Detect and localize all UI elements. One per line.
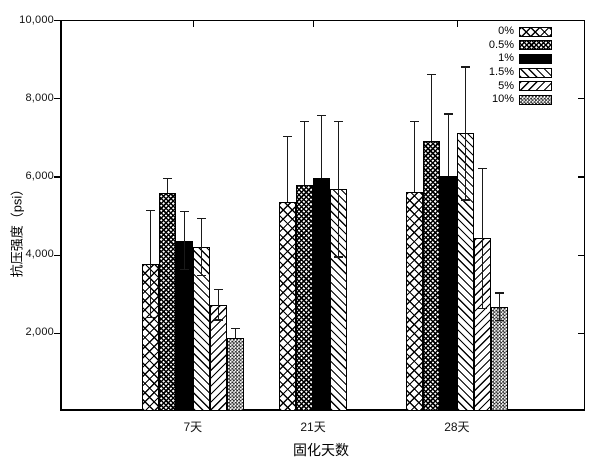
error-bar-cap-top (460, 66, 470, 68)
error-bar-cap-bottom (494, 319, 504, 321)
x-tick-label: 7天 (183, 420, 203, 434)
error-bar-cap-top (179, 210, 189, 213)
error-bar-1.5%-21天 (337, 121, 340, 257)
error-bar-0.5%-7天 (166, 178, 168, 194)
y-tick-mark-right (578, 176, 584, 178)
legend-label: 0% (498, 25, 514, 38)
y-tick-mark-left (54, 20, 60, 22)
x-tick-mark-top (192, 21, 195, 27)
bar-10%-7天 (226, 338, 244, 411)
x-tick-mark-top (313, 21, 315, 27)
error-bar-cap-bottom (334, 256, 344, 258)
legend-label: 5% (498, 79, 514, 92)
error-bar-1.5%-28天 (464, 66, 466, 200)
bar-5%-28天 (473, 238, 491, 411)
legend-item-0%: 0% (498, 25, 552, 39)
y-tick-label: 8,000 (25, 91, 54, 104)
bar-1%-21天 (313, 178, 331, 411)
y-tick-label: 2,000 (25, 326, 54, 339)
x-tick-label: 28天 (444, 420, 470, 434)
y-tick-mark-right (578, 254, 584, 256)
legend-swatch-slash-hatch (519, 81, 552, 92)
error-bar-cap-bottom (213, 319, 223, 321)
error-bar-cap-top (443, 113, 453, 115)
legend-swatch-crosshatch-dense (519, 40, 552, 51)
y-tick-mark-right (578, 20, 584, 22)
y-tick-mark-left (54, 98, 60, 100)
error-bar-cap-top (409, 121, 419, 123)
error-bar-cap-bottom (179, 268, 189, 271)
legend-label: 1% (498, 52, 514, 65)
error-bar-cap-top (426, 74, 436, 76)
error-bar-cap-top (317, 115, 327, 117)
y-tick-mark-right (578, 98, 584, 100)
error-bar-10%-28天 (498, 292, 500, 321)
error-bar-10%-7天 (234, 328, 236, 339)
error-bar-5%-7天 (217, 289, 219, 320)
legend-item-0.5%: 0.5% (489, 39, 552, 53)
error-bar-cap-top (145, 209, 155, 212)
y-tick-label: 10,000 (19, 13, 54, 26)
bar-0%-28天 (405, 192, 423, 411)
y-tick-mark-left (54, 332, 60, 335)
legend-item-1%: 1% (498, 52, 552, 66)
y-tick-label: 4,000 (25, 248, 54, 261)
error-bar-cap-top (494, 292, 504, 294)
error-bar-cap-top (477, 167, 487, 169)
legend-swatch-crosshatch-large (519, 26, 552, 37)
legend-swatch-backslash-hatch (519, 67, 552, 78)
error-bar-cap-top (162, 177, 172, 180)
error-bar-0%-21天 (286, 136, 289, 203)
legend-swatch-checker-fine (519, 94, 552, 105)
bar-5%-7天 (209, 305, 227, 411)
legend-item-10%: 10% (492, 93, 552, 107)
legend-item-5%: 5% (498, 79, 552, 93)
bar-0%-21天 (279, 202, 297, 411)
bar-1.5%-21天 (330, 189, 348, 411)
legend-item-1.5%: 1.5% (489, 66, 552, 80)
y-axis-title: 抗压强度（psi） (9, 182, 25, 278)
y-tick-label: 6,000 (25, 169, 54, 182)
bar-0.5%-28天 (422, 141, 440, 411)
error-bar-cap-top (196, 217, 206, 219)
x-tick-label: 21天 (300, 420, 326, 434)
error-bar-0.5%-21天 (303, 121, 306, 185)
legend-label: 1.5% (488, 66, 514, 79)
bar-0%-7天 (141, 263, 159, 411)
error-bar-cap-bottom (196, 274, 206, 277)
error-bar-cap-top (300, 121, 310, 123)
error-bar-1%-7天 (183, 211, 185, 270)
bar-1.5%-28天 (456, 133, 474, 411)
legend-label: 0.5% (488, 38, 514, 51)
y-tick-mark-left (54, 254, 60, 256)
error-bar-0%-7天 (149, 210, 151, 318)
bar-10%-28天 (490, 306, 508, 411)
x-axis-title: 固化天数 (293, 442, 349, 458)
bar-0.5%-7天 (158, 193, 176, 411)
legend-swatch-solid-black (519, 53, 552, 64)
y-tick-mark-left (54, 176, 60, 178)
x-tick-mark-top (456, 21, 459, 27)
error-bar-cap-top (334, 121, 344, 123)
error-bar-cap-top (230, 327, 240, 329)
error-bar-0.5%-28天 (430, 74, 432, 142)
legend-label: 10% (491, 93, 514, 106)
bar-0.5%-21天 (296, 185, 314, 411)
error-bar-cap-bottom (145, 316, 155, 318)
error-bar-cap-top (283, 135, 293, 137)
error-bar-cap-bottom (477, 307, 487, 309)
y-tick-mark-right (578, 332, 584, 335)
bar-1%-28天 (439, 176, 457, 411)
error-bar-1%-28天 (447, 113, 449, 177)
error-bar-1.5%-7天 (200, 218, 202, 276)
error-bar-1%-21天 (320, 115, 323, 179)
error-bar-cap-top (213, 289, 223, 291)
error-bar-0%-28天 (413, 121, 415, 193)
error-bar-5%-28天 (481, 168, 483, 309)
error-bar-cap-bottom (460, 199, 470, 201)
